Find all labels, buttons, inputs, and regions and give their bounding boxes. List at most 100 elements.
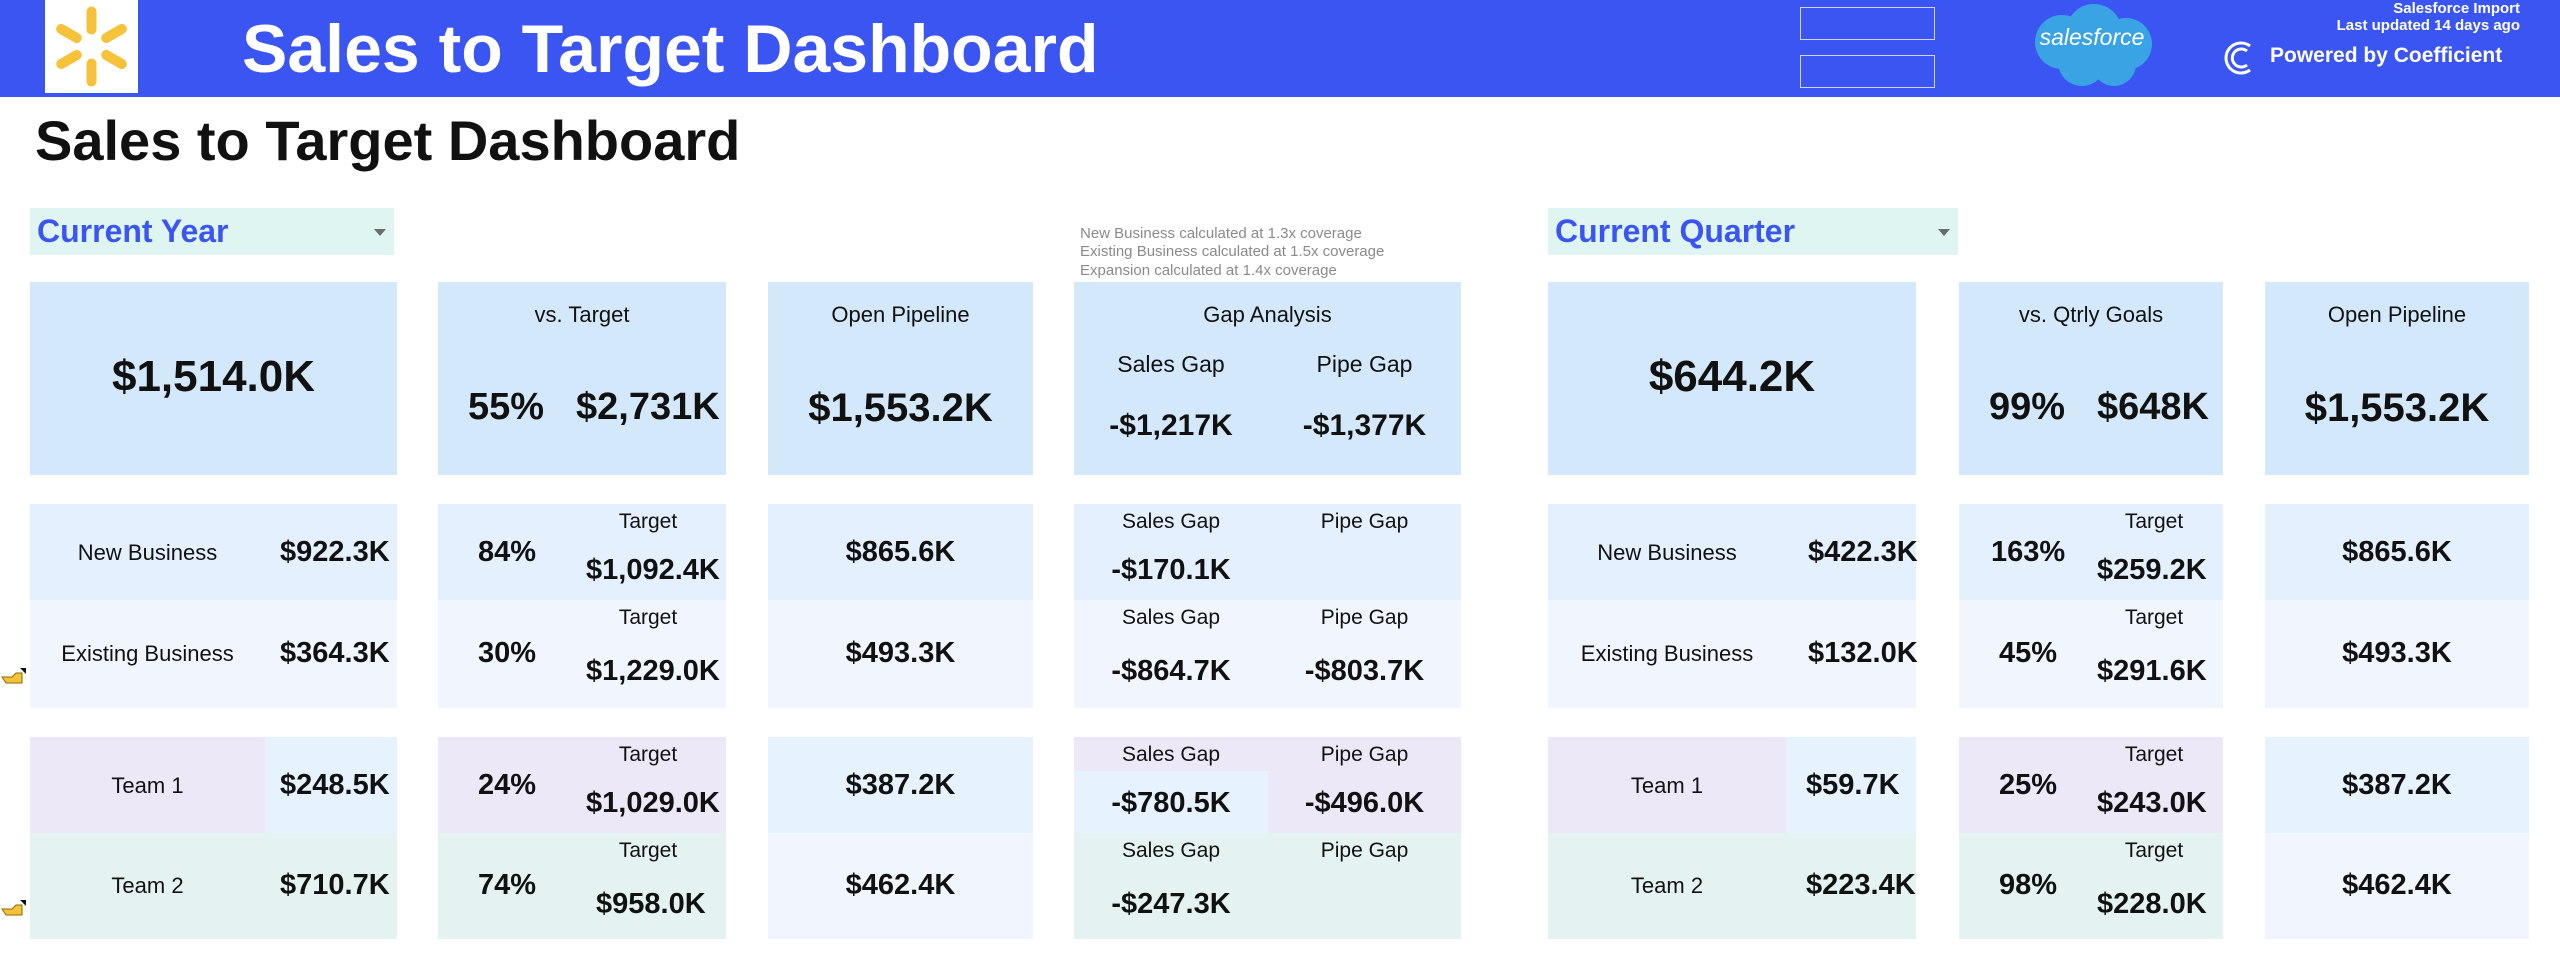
year-sales-gap-label: Sales Gap [1117,351,1225,377]
year-gap-card: Gap Analysis Sales Gap Pipe Gap -$1,217K… [1074,282,1461,475]
row-label: Team 2 [1630,873,1704,898]
row-target-label: Target [618,606,678,629]
year-team1-target: 24% Target $1,029.0K [438,737,726,833]
year-target-card: vs. Target 55% $2,731K [438,282,726,475]
year-pipeline-value: $1,553.2K [808,386,993,430]
quarter-target-label: vs. Qtrly Goals [2018,302,2164,327]
import-source-label: Salesforce Import [2393,0,2520,17]
quarter-team1-label-cell: Team 1 [1548,737,1786,833]
quarter-total-value: $644.2K [1648,352,1816,401]
row-sales-gap-value: -$780.5K [1111,787,1231,819]
row-target-value: $1,092.4K [586,554,720,586]
year-existing-business-row: Existing Business $364.3K [30,600,397,708]
salesforce-cloud-icon [2022,2,2162,92]
row-target-label: Target [618,510,678,533]
row-target-value: $228.0K [2097,888,2207,920]
year-team1-pipeline: $387.2K [768,737,1033,833]
quarter-pipeline-card: Open Pipeline $1,553.2K [2265,282,2529,475]
quarter-team1-value-cell: $59.7K [1786,737,1916,833]
header-input-1[interactable] [1800,7,1935,40]
row-pipeline-value: $493.3K [845,637,956,669]
chevron-down-icon[interactable] [1938,229,1950,236]
year-pipeline-label: Open Pipeline [831,302,970,327]
row-pct: 30% [478,637,537,669]
row-pipeline-value: $865.6K [845,536,956,568]
chevron-down-icon[interactable] [374,229,386,236]
row-pct: 25% [1999,769,2058,801]
row-value: $132.0K [1808,637,1918,669]
year-sales-gap-value: -$1,217K [1109,409,1233,442]
year-pipe-gap-value: -$1,377K [1302,409,1427,442]
last-updated-label: Last updated 14 days ago [2336,17,2520,34]
quarter-period-value: Current Quarter [1555,213,1796,249]
pointing-hand-icon[interactable] [0,668,26,688]
year-target-value: $2,731K [576,386,720,428]
row-value: $59.7K [1806,769,1900,801]
row-pipe-gap-label: Pipe Gap [1320,606,1409,629]
quarter-team1-pipeline: $387.2K [2265,737,2529,833]
row-value: $922.3K [280,536,390,568]
row-pct: 84% [478,536,537,568]
row-target-value: $259.2K [2097,554,2207,586]
row-label: Team 2 [111,873,184,898]
row-value: $223.4K [1806,869,1916,901]
quarter-existing-business-target: 45% Target $291.6K [1959,600,2223,708]
quarter-new-business-pipeline: $865.6K [2265,504,2529,600]
quarter-new-business-target: 163% Target $259.2K [1959,504,2223,600]
quarter-target-pct: 99% [1989,386,2066,428]
row-target-label: Target [618,839,678,862]
quarter-target-value: $648K [2097,386,2209,428]
year-pipeline-card: Open Pipeline $1,553.2K [768,282,1033,475]
year-pipe-gap-label: Pipe Gap [1316,351,1413,377]
year-total-value: $1,514.0K [111,352,316,401]
row-value: $364.3K [280,637,390,669]
row-sales-gap-label: Sales Gap [1121,743,1221,766]
quarter-existing-business-pipeline: $493.3K [2265,600,2529,708]
year-new-business-row: New Business $922.3K [30,504,397,600]
row-pipe-gap-value: -$803.7K [1304,655,1425,687]
year-team1-gap: Sales Gap Pipe Gap -$780.5K -$496.0K [1074,737,1461,833]
coverage-note: Existing Business calculated at 1.5x cov… [1080,243,1385,260]
year-team2-target: 74% Target $958.0K [438,833,726,939]
year-team2-gap: Sales Gap Pipe Gap -$247.3K [1074,833,1461,939]
year-period-dropdown[interactable]: Current Year [30,208,394,255]
pointing-hand-icon[interactable] [0,900,26,920]
row-sales-gap-label: Sales Gap [1121,839,1221,862]
quarter-pipeline-label: Open Pipeline [2327,302,2467,327]
walmart-spark-logo-icon [45,0,138,93]
year-new-business-gap: Sales Gap Pipe Gap -$170.1K [1074,504,1461,600]
row-pipeline-value: $462.4K [845,869,956,901]
row-pct: 45% [1999,637,2058,669]
row-pipeline-value: $865.6K [2342,536,2452,568]
quarter-total-card: $644.2K [1548,282,1916,475]
coverage-note: Expansion calculated at 1.4x coverage [1080,262,1337,279]
row-sales-gap-value: -$864.7K [1111,655,1231,687]
row-pipe-gap-label: Pipe Gap [1320,839,1409,862]
year-team1-sales-gap-cell [1074,771,1268,833]
row-target-value: $291.6K [2097,655,2207,687]
quarter-existing-business-row: Existing Business $132.0K [1548,600,1918,708]
coverage-note: New Business calculated at 1.3x coverage [1080,225,1362,242]
quarter-period-dropdown[interactable]: Current Quarter [1548,208,1958,255]
row-pipe-gap-label: Pipe Gap [1320,510,1409,533]
row-target-label: Target [2124,743,2184,766]
year-team2-pipeline: $462.4K [768,833,1033,939]
row-label: Existing Business [1580,641,1754,666]
row-target-label: Target [2124,839,2184,862]
row-value: $710.7K [280,869,390,901]
powered-by-label: Powered by Coefficient [2270,44,2503,67]
row-target-label: Target [2124,606,2184,629]
row-target-label: Target [618,743,678,766]
row-sales-gap-label: Sales Gap [1121,606,1221,629]
quarter-team2-pipeline: $462.4K [2265,833,2529,939]
row-pct: 98% [1999,869,2058,901]
year-existing-business-gap: Sales Gap Pipe Gap -$864.7K -$803.7K [1074,600,1461,708]
row-pipe-gap-label: Pipe Gap [1320,743,1409,766]
year-existing-business-pipeline: $493.3K [768,600,1033,708]
year-existing-business-target: 30% Target $1,229.0K [438,600,726,708]
row-pipeline-value: $387.2K [2342,769,2452,801]
header-input-2[interactable] [1800,55,1935,88]
coefficient-logo-icon [2220,38,2260,78]
row-sales-gap-value: -$247.3K [1111,888,1231,920]
quarter-team2-target: 98% Target $228.0K [1959,833,2223,939]
